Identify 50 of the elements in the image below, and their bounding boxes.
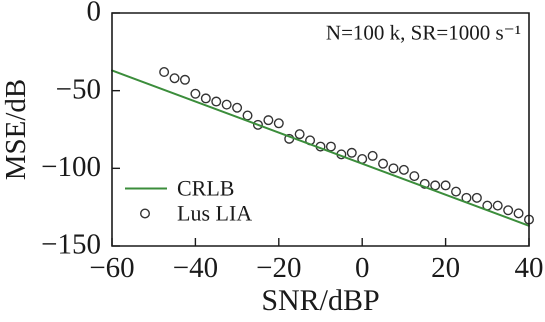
y-tick-label: −50	[56, 73, 101, 106]
point	[190, 88, 200, 99]
point	[451, 186, 462, 197]
point	[514, 208, 524, 218]
point	[409, 171, 420, 182]
legend-label: Lus LIA	[177, 200, 252, 226]
point	[232, 102, 242, 113]
point	[305, 135, 316, 146]
y-tick-label: 0	[86, 0, 101, 28]
point	[242, 110, 253, 121]
point	[222, 100, 232, 110]
point	[326, 142, 336, 152]
point	[368, 150, 378, 161]
y-tick-label: −100	[41, 150, 101, 183]
x-tick-label: −40	[172, 252, 218, 284]
x-tick-label: 20	[431, 252, 460, 284]
x-axis-title: SNR/dBP	[261, 284, 380, 317]
point	[252, 120, 263, 130]
point	[398, 164, 409, 175]
x-tick-label: −20	[256, 252, 302, 284]
point	[284, 134, 294, 144]
point	[159, 67, 170, 78]
y-tick-label: −150	[41, 228, 101, 261]
point	[170, 73, 180, 84]
legend-label: CRLB	[177, 175, 234, 200]
point	[378, 158, 388, 169]
point	[430, 180, 440, 190]
point	[440, 180, 451, 190]
point	[294, 129, 305, 140]
point	[482, 200, 492, 211]
point	[388, 163, 398, 174]
point	[336, 149, 346, 160]
point	[357, 154, 368, 164]
point	[472, 192, 482, 203]
point	[316, 142, 326, 152]
point	[524, 214, 534, 225]
point	[180, 74, 190, 85]
point	[420, 178, 430, 189]
point	[274, 118, 284, 128]
point	[200, 93, 211, 104]
point	[263, 115, 274, 126]
point	[503, 205, 514, 216]
point	[492, 200, 503, 211]
x-tick-label: 0	[354, 252, 370, 284]
point	[346, 148, 357, 158]
point	[461, 192, 472, 203]
point	[211, 96, 222, 107]
y-axis-title: MSE/dB	[0, 78, 32, 180]
x-tick-label: 40	[514, 252, 544, 284]
annotation: N=100 k, SR=1000 s⁻¹	[326, 20, 521, 45]
